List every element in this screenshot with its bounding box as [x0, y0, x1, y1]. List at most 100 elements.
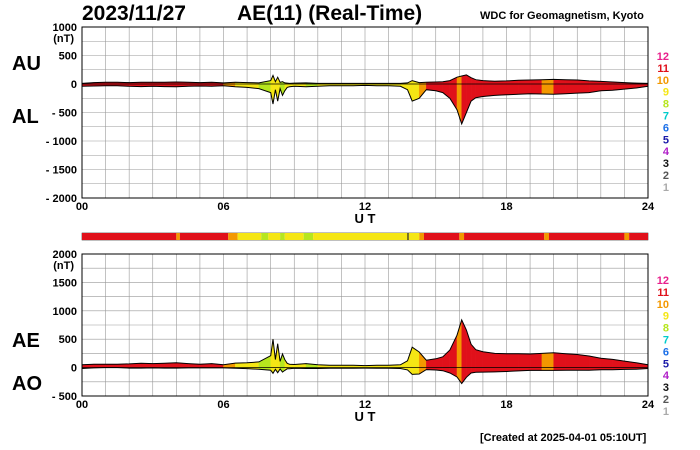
timeline-segment [82, 233, 177, 240]
plot-frame [81, 253, 649, 397]
x-tick-label: 12 [359, 399, 371, 411]
x-axis-label: U T [355, 409, 376, 424]
chart-title: AE(11) (Real-Time) [237, 2, 423, 25]
station-count-legend-item: 1 [663, 182, 669, 194]
area-segment [518, 353, 531, 372]
area-segment [461, 74, 467, 124]
station-count-legend-item: 10 [657, 75, 669, 87]
plot-frame [81, 26, 649, 199]
x-axis-label: U T [355, 211, 376, 226]
timeline-segment [303, 233, 314, 240]
y-axis-unit: (nT) [53, 260, 74, 272]
y-tick-label: 1500 [53, 277, 77, 289]
station-count-legend-item: 6 [663, 346, 669, 358]
station-count-legend-item: 7 [663, 111, 669, 123]
series-label-ao: AO [12, 373, 42, 395]
station-count-legend-item: 8 [663, 99, 669, 111]
created-timestamp: [Created at 2025-04-01 05:10UT] [480, 432, 647, 444]
station-count-legend-item: 5 [663, 358, 669, 370]
timeline-segment [313, 233, 408, 240]
x-tick-label: 24 [642, 399, 655, 411]
au-al-panel: 1000 500 0 - 500 - 1000 - 1500 - 2000 (nT) 00 06 1… [12, 22, 655, 226]
timeline-segment [624, 233, 630, 240]
timeline-segment [419, 233, 424, 240]
station-count-legend-item: 12 [657, 51, 669, 63]
timeline-segment [544, 233, 549, 240]
x-tick-label: 00 [76, 399, 88, 411]
y-tick-label: - 500 [52, 108, 77, 120]
timeline-segment [407, 233, 409, 240]
station-count-legend-item: 11 [657, 287, 669, 299]
station-count-legend-item: 3 [663, 158, 669, 170]
x-tick-label: 24 [642, 201, 655, 213]
station-count-legend-item: 4 [663, 370, 670, 382]
timeline-segment [459, 233, 465, 240]
timeline-segment [408, 233, 420, 240]
area-segment [529, 79, 543, 95]
station-count-legend-item: 8 [663, 323, 669, 335]
station-count-legend-item: 2 [663, 394, 669, 406]
station-count-legend-item: 5 [663, 134, 669, 146]
station-count-legend-item: 12 [657, 275, 669, 287]
area-segment [456, 319, 462, 385]
y-tick-label: - 2000 [46, 193, 77, 205]
ae-ao-panel: 2000 1500 1000 500 0 - 500 (nT) 00 06 12 18 24 U T AE… [12, 249, 655, 424]
series-label-al: AL [12, 106, 39, 128]
station-count-legend-item: 1 [663, 406, 669, 418]
y-tick-label: 0 [71, 363, 77, 375]
organization-label: WDC for Geomagnetism, Kyoto [480, 10, 644, 22]
station-count-legend-item: 9 [663, 311, 669, 323]
timeline-segment [176, 233, 180, 240]
area-segment [565, 79, 578, 94]
timeline-segment [228, 233, 238, 240]
area-segment [482, 80, 495, 97]
station-count-legend-item: 11 [657, 63, 669, 75]
y-tick-label: 2000 [53, 249, 77, 261]
x-tick-label: 12 [359, 201, 371, 213]
y-tick-label: - 1500 [46, 165, 77, 177]
area-segment [518, 79, 531, 95]
area-segment [600, 81, 613, 92]
timeline-segment [629, 233, 648, 240]
area-segment [494, 80, 507, 96]
timeline-segment [548, 233, 625, 240]
series-label-au: AU [12, 53, 41, 75]
y-tick-label: 1000 [53, 306, 77, 318]
chart-date: 2023/11/27 [82, 2, 186, 25]
station-count-legend-item: 4 [663, 146, 670, 158]
x-tick-label: 06 [217, 399, 229, 411]
station-count-legend-item: 6 [663, 122, 669, 134]
area-segment [475, 349, 484, 373]
x-tick-label: 06 [217, 201, 229, 213]
area-segment [506, 80, 519, 96]
station-count-timeline-segments [82, 233, 648, 240]
y-tick-label: 1000 [53, 22, 77, 34]
timeline-segment [284, 233, 304, 240]
timeline-segment [268, 233, 281, 240]
area-segment [482, 351, 495, 373]
y-axis-unit: (nT) [53, 33, 74, 45]
area-segment [105, 363, 118, 368]
station-count-legend-item: 10 [657, 299, 669, 311]
x-tick-label: 18 [500, 201, 512, 213]
area-segment [553, 79, 566, 95]
station-count-legend-item: 9 [663, 87, 669, 99]
y-tick-label: - 1000 [46, 136, 77, 148]
station-count-legend-item: 7 [663, 335, 669, 347]
area-segment [494, 353, 507, 373]
area-segment [506, 353, 519, 372]
timeline-segment [423, 233, 460, 240]
area-segment [541, 79, 554, 95]
y-tick-label: - 500 [52, 391, 77, 403]
area-segment [475, 79, 484, 98]
timeline-segment [261, 233, 269, 240]
station-count-legend-item: 3 [663, 382, 669, 394]
area-segment [600, 358, 613, 370]
station-count-legend-item: 2 [663, 170, 669, 182]
series-line-ae [81, 318, 649, 367]
x-tick-label: 00 [76, 201, 88, 213]
y-tick-label: 500 [59, 334, 77, 346]
